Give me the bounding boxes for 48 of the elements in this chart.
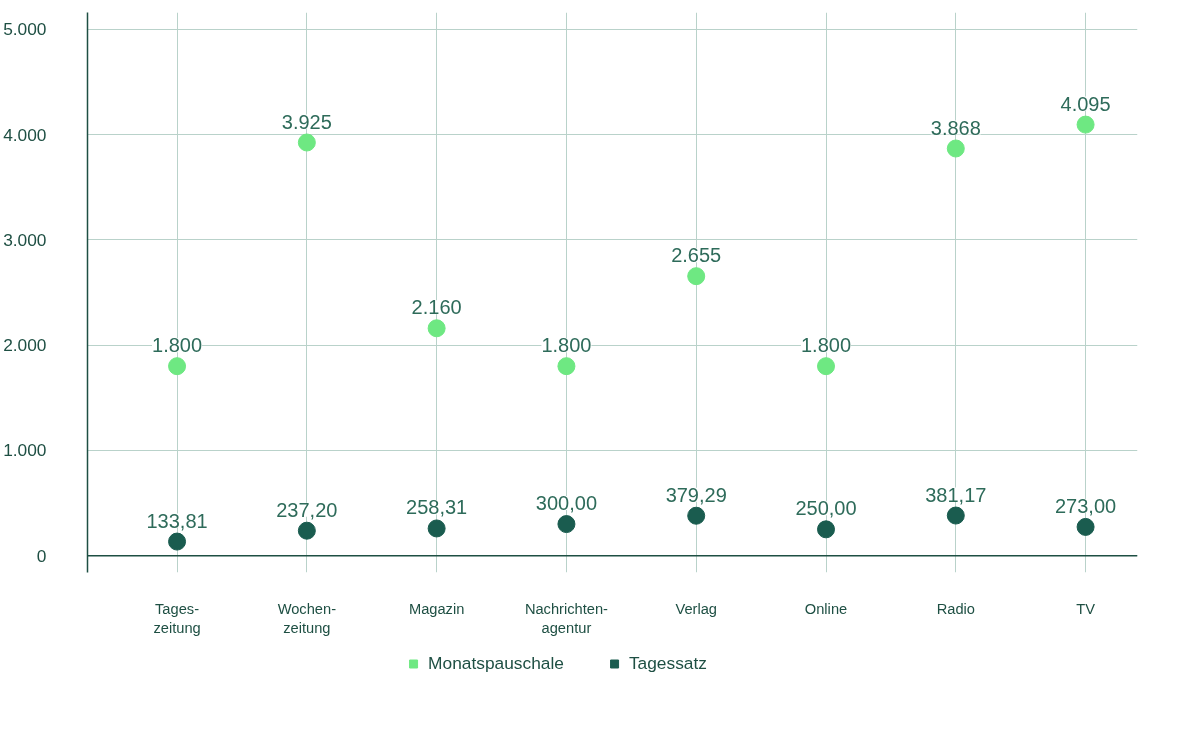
data-label: 300,00 xyxy=(535,492,598,515)
y-tick-label: 0 xyxy=(36,545,47,566)
point xyxy=(1076,517,1095,536)
x-tick-label: Magazin xyxy=(408,600,465,617)
point xyxy=(297,521,316,540)
data-label: 273,00 xyxy=(1055,494,1117,517)
point xyxy=(817,357,835,376)
point xyxy=(1076,115,1095,134)
x-tick-label: Wochen- zeitung xyxy=(277,600,337,636)
point xyxy=(557,515,576,534)
point xyxy=(427,319,446,338)
point xyxy=(557,357,576,376)
y-tick-label: 3.000 xyxy=(3,229,47,250)
data-label: 3.925 xyxy=(281,110,332,133)
point xyxy=(817,520,835,539)
data-label: 379,29 xyxy=(665,483,727,506)
legend-label: Tagessatz xyxy=(628,652,707,674)
data-label: 1.800 xyxy=(541,334,592,357)
data-label: 4.095 xyxy=(1060,92,1111,115)
point xyxy=(168,357,187,376)
x-tick-label: Verlag xyxy=(675,600,717,617)
y-tick-label: 1.000 xyxy=(3,440,47,461)
data-label: 2.655 xyxy=(671,244,722,267)
x-tick-label: Nachrichten- agentur xyxy=(524,600,609,636)
x-tick-label: Online xyxy=(804,600,848,617)
data-label: 2.160 xyxy=(411,296,462,319)
point xyxy=(427,519,446,538)
x-tick-label: TV xyxy=(1076,600,1096,617)
data-label: 258,31 xyxy=(406,496,468,519)
x-tick-label: Tages- zeitung xyxy=(153,600,201,636)
point xyxy=(168,532,187,551)
data-label: 237,20 xyxy=(276,498,338,521)
data-label: 1.800 xyxy=(800,334,852,357)
y-tick-label: 2.000 xyxy=(3,335,47,356)
y-tick-label: 4.000 xyxy=(3,124,47,145)
y-tick-label: 5.000 xyxy=(3,19,47,40)
point xyxy=(946,139,965,158)
legend-label: Monatspauschale xyxy=(428,652,564,674)
point xyxy=(687,506,706,525)
data-label: 381,17 xyxy=(925,483,987,506)
point xyxy=(946,506,965,525)
point xyxy=(297,133,316,152)
data-label: 250,00 xyxy=(795,497,857,520)
point xyxy=(687,267,706,286)
data-label: 133,81 xyxy=(146,509,208,532)
x-tick-label: Radio xyxy=(936,600,975,617)
data-label: 1.800 xyxy=(152,334,203,357)
data-label: 3.868 xyxy=(930,116,981,139)
